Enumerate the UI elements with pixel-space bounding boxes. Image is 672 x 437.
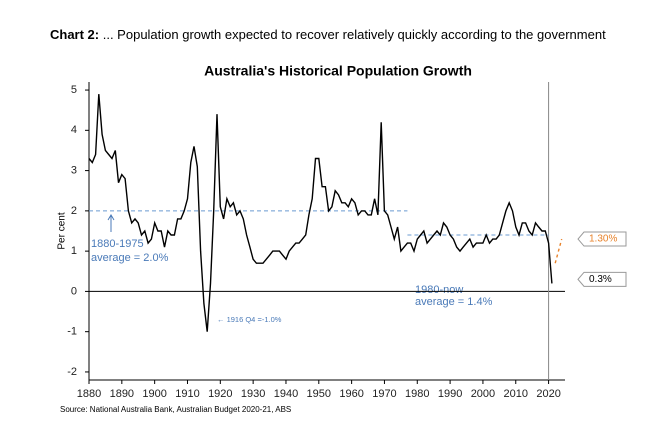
line (554, 238, 563, 264)
x-tick-label: 1920 (208, 388, 232, 400)
y-tick-label: 0 (71, 285, 77, 297)
chart-title: Australia's Historical Population Growth (204, 63, 472, 79)
annotation-arrow-head (107, 214, 115, 221)
y-tick-label: -2 (67, 366, 77, 378)
average-label: 1980-now (415, 284, 463, 296)
x-tick-label: 1880 (77, 388, 101, 400)
y-tick-label: 1 (71, 245, 77, 257)
x-tick-label: 1950 (307, 388, 331, 400)
x-tick-label: 1890 (110, 388, 134, 400)
x-tick-label: 1970 (372, 388, 396, 400)
y-tick-label: 3 (71, 165, 77, 177)
header-label: Chart 2: (50, 27, 99, 42)
x-tick-label: 1980 (405, 388, 429, 400)
header: Chart 2: ... Population growth expected … (50, 27, 606, 42)
line (88, 94, 553, 332)
y-tick-label: -1 (67, 326, 77, 338)
callout-label: 0.3% (589, 274, 612, 285)
x-tick-label: 2020 (536, 388, 560, 400)
x-tick-label: 2000 (471, 388, 495, 400)
x-tick-label: 1960 (339, 388, 363, 400)
source: Source: National Australia Bank, Austral… (60, 405, 291, 414)
callout-box (577, 231, 627, 247)
y-tick-label: 4 (71, 124, 77, 136)
annotation: ← 1916 Q4 =-1.0% (217, 315, 282, 324)
average-label: average = 2.0% (91, 252, 169, 264)
x-tick-label: 1930 (241, 388, 265, 400)
y-tick-label: 2 (71, 205, 77, 217)
average-label: 1880-1975 (91, 238, 144, 250)
x-tick-label: 1940 (274, 388, 298, 400)
x-tick-label: 1990 (438, 388, 462, 400)
callout-box (577, 271, 627, 287)
header-text: ... Population growth expected to recove… (99, 27, 606, 42)
y-tick-label: 5 (71, 84, 77, 96)
x-tick-label: 1900 (142, 388, 166, 400)
x-tick-label: 2010 (504, 388, 528, 400)
average-label: average = 1.4% (415, 296, 493, 308)
x-tick-label: 1910 (175, 388, 199, 400)
callout-label: 1.30% (589, 234, 617, 245)
y-axis-label: Per cent (57, 212, 68, 249)
